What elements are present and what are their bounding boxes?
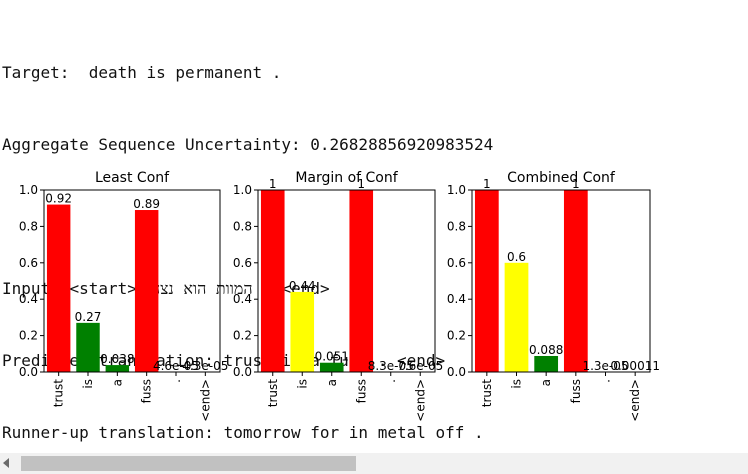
bar-fuss [349,190,374,372]
uncertainty-label: Aggregate Sequence Uncertainty: [2,135,301,154]
x-tick-label: a [110,379,124,386]
data-label: 0.92 [45,192,72,206]
scroll-left-arrow-icon[interactable] [3,458,9,468]
y-tick-label: 0.6 [233,256,252,270]
data-label: 0.038 [100,352,134,366]
chart-figure: Least Conf 0.92 0.27 0.038 0.89 4.6e-05 4.3e-0… [0,160,748,458]
data-label: 1 [483,177,491,191]
data-label: 0.088 [529,343,563,357]
x-tick-label: <end> [413,379,427,422]
x-tick-label: trust [480,379,494,407]
y-tick-label: 0.0 [233,365,252,379]
bar-a [319,362,344,372]
data-label: 0.6 [507,250,526,264]
data-label: 4.6e-05 [153,359,199,373]
x-tick-label: a [325,379,339,386]
target-label: Target: [2,63,70,82]
charts-svg: Least Conf 0.92 0.27 0.038 0.89 4.6e-054.3e-0… [19,170,660,422]
x-tick-label: trust [266,379,280,407]
data-label: 1 [357,177,365,191]
data-label: 0.051 [315,350,349,364]
chart-title: Margin of Conf [295,170,398,186]
data-label: 8.3e-05 [368,359,414,373]
runnerup-line: Runner-up translation: tomorrow for in m… [2,421,493,445]
bar-trust [260,190,285,372]
y-tick-label: 0.4 [447,292,466,306]
y-tick-label: 0.0 [19,365,38,379]
bar-fuss [563,190,588,372]
x-tick-label: . [384,379,398,383]
data-label: 1 [269,177,277,191]
data-label: 4.3e-05 [182,359,228,373]
y-tick-label: 0.8 [447,219,466,233]
chart-title: Combined Conf [507,170,616,186]
bar-a [534,355,559,372]
x-tick-label: a [539,379,553,386]
x-tick-label: is [81,379,95,389]
y-tick-label: 0.2 [19,329,38,343]
x-tick-label: fuss [569,379,583,403]
data-label: 7.6e-05 [397,359,443,373]
data-label: 0.00011 [610,359,660,373]
x-tick-label: fuss [354,379,368,403]
x-tick-label: <end> [198,379,212,422]
bar-is [290,291,315,372]
chart-panel-2: Margin of Conf10.440.05118.3e-057.6e-050… [233,170,443,422]
x-tick-label: . [599,379,613,383]
y-tick-label: 1.0 [233,183,252,197]
y-tick-label: 0.2 [233,329,252,343]
data-label: 0.44 [289,279,316,293]
notebook-output: Target: death is permanent . Aggregate S… [2,13,493,469]
horizontal-scrollbar[interactable] [0,453,748,474]
y-tick-label: 0.8 [19,219,38,233]
target-line: Target: death is permanent . [2,61,493,85]
x-tick-label: is [295,379,309,389]
axes-frame [43,189,221,373]
axes-frame [471,189,651,373]
x-tick-label: is [510,379,524,389]
bar-a [105,365,130,372]
data-label: 0.27 [75,310,102,324]
input-label: Input: [2,279,60,298]
bar-is [504,262,529,372]
y-tick-label: 0.0 [447,365,466,379]
y-tick-label: 0.4 [233,292,252,306]
scroll-thumb[interactable] [21,456,356,471]
runnerup-label: Runner-up translation: [2,423,214,442]
bar-fuss [134,210,159,372]
y-tick-label: 1.0 [19,183,38,197]
data-label: 1.3e-05 [582,359,628,373]
chart-panel-1: Least Conf 0.92 0.27 0.038 0.89 4.6e-054.3e-0… [19,170,228,422]
x-tick-label: . [169,379,183,383]
y-tick-label: 0.8 [233,219,252,233]
bar-is [76,322,100,372]
input-line: Input: <start> המוות הוא נצחי . <end> [2,277,493,301]
y-tick-label: 1.0 [447,183,466,197]
uncertainty-value: 0.26828856920983524 [310,135,494,154]
data-label: 0.89 [133,197,160,211]
bar-trust [474,190,499,372]
chart-panel-3: Combined Conf10.60.08811.3e-050.000110.0… [447,170,660,422]
bar-trust [46,204,71,372]
uncertainty-line: Aggregate Sequence Uncertainty: 0.268288… [2,133,493,157]
chart-title: Least Conf [95,170,170,186]
y-tick-label: 0.4 [19,292,38,306]
axes-frame [257,189,436,373]
y-tick-label: 0.6 [447,256,466,270]
x-tick-label: fuss [140,379,154,403]
runnerup-text: tomorrow for in metal off . [223,423,484,442]
x-tick-label: trust [52,379,66,407]
y-tick-label: 0.2 [447,329,466,343]
target-text: death is permanent . [88,63,282,82]
y-tick-label: 0.6 [19,256,38,270]
data-label: 1 [572,177,580,191]
x-tick-label: <end> [628,379,642,422]
